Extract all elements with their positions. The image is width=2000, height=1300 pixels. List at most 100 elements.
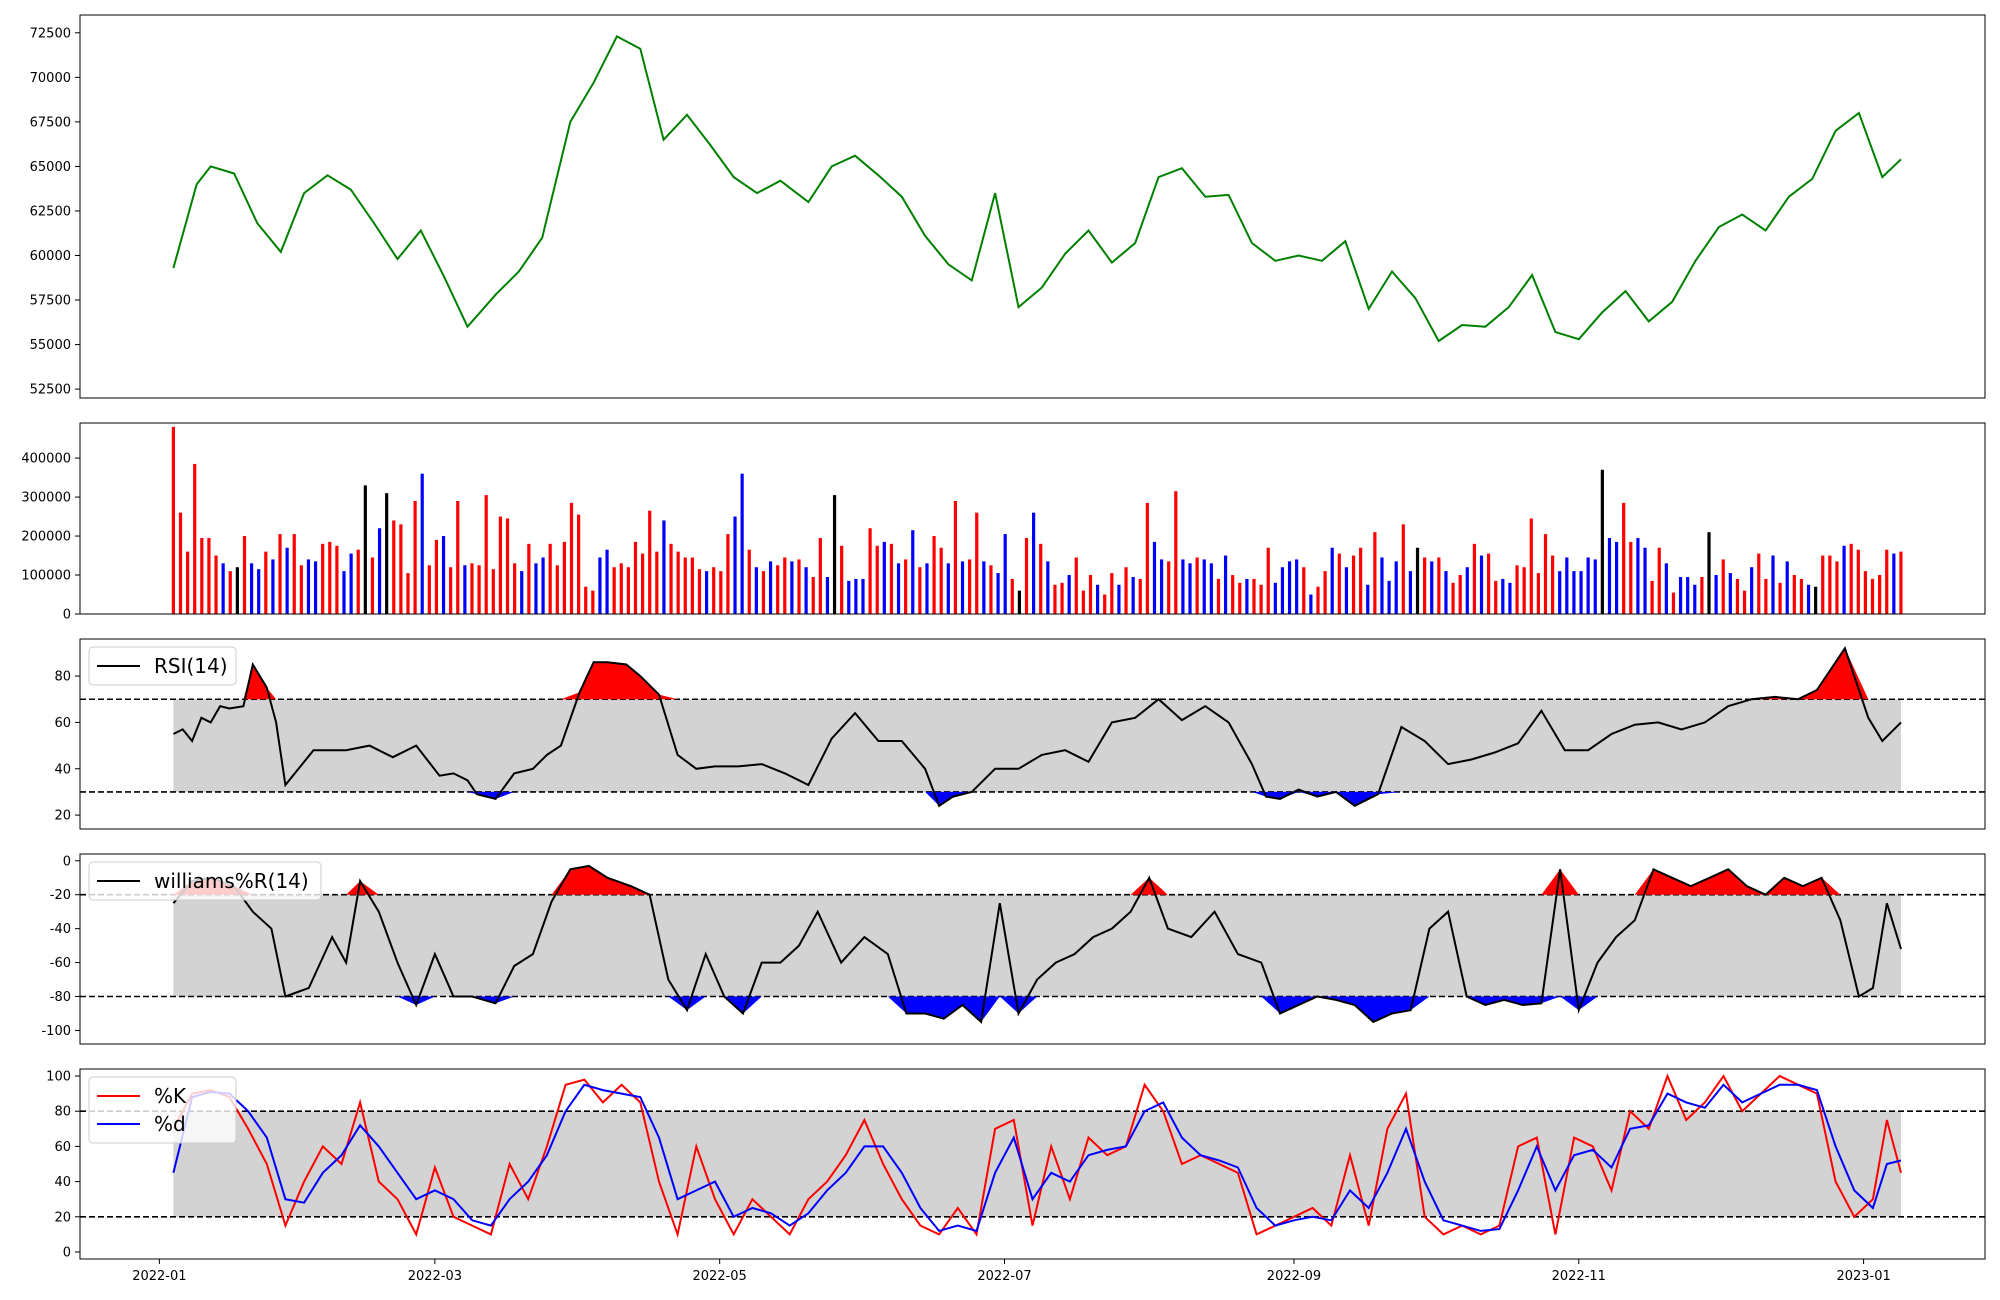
volume-bar [1806,584,1811,614]
volume-bar [1110,573,1114,614]
volume-bar [178,512,183,614]
volume-bar [1245,578,1249,614]
volume-bars [171,426,1903,614]
volume-bar [818,537,822,614]
y-tick-label: 57500 [30,294,71,309]
x-tick-label: 2022-01 [132,1269,186,1284]
volume-bar [1017,590,1021,614]
volume-bar [712,567,716,614]
volume-bar [413,500,417,614]
legend-label: %K [154,1084,187,1108]
volume-bar [747,549,751,614]
volume-bar [470,563,474,614]
volume-bar [562,541,566,614]
volume-bar [776,565,780,614]
volume-bar [1152,541,1157,614]
volume-bar [200,537,204,614]
volume-bar [584,586,588,614]
volume-bar [832,495,837,614]
volume-bar [726,534,730,614]
volume-bar [1174,491,1178,614]
volume-bar [996,573,1000,614]
volume-bar [1501,578,1505,614]
stochastic-legend: %K %d [88,1076,237,1144]
volume-bar [669,543,673,614]
volume-bar [1600,469,1604,614]
volume-bar [1828,555,1832,614]
volume-bar [1046,561,1050,614]
y-tick-label: 0 [63,608,71,623]
volume-bar [1785,561,1789,614]
volume-bar [1515,565,1519,614]
volume-bar [1188,563,1192,614]
y-tick-label: 0 [63,1245,71,1260]
y-tick-label: 0 [63,854,71,869]
volume-bar [648,510,652,614]
volume-bar [1878,575,1882,614]
y-tick-label: -40 [50,922,71,937]
volume-bar [1138,578,1142,614]
volume-bar [1437,557,1441,614]
price-line [172,35,1902,343]
volume-bar [1103,594,1107,614]
price-panel-frame [79,14,1986,399]
volume-bar [1067,575,1071,614]
volume-bar [1351,555,1356,614]
y-tick-label: 60000 [30,249,71,264]
volume-bar [1849,543,1853,614]
volume-bar [911,530,915,614]
x-tick-label: 2022-05 [693,1269,747,1284]
williams-line [172,864,1902,1024]
y-tick-label: 20 [54,809,71,824]
volume-bar [1088,575,1093,614]
volume-bar [854,578,858,614]
volume-bar [1095,584,1100,614]
volume-bar [790,561,794,614]
williams-panel-frame [79,853,1986,1045]
volume-bar [1643,547,1647,614]
volume-bar [1728,573,1732,614]
volume-bar [214,555,218,614]
volume-bar [612,567,616,614]
y-tick-label: 40 [54,762,71,777]
volume-bar [1145,502,1149,614]
volume-bar [1287,561,1292,614]
volume-bar [1238,582,1242,614]
volume-bar [598,557,602,614]
volume-bar [1885,549,1889,614]
y-axis-rsi: 20 40 60 80 [54,670,80,824]
volume-bar [1359,547,1363,614]
volume-bar [434,539,439,614]
x-tick-label: 2022-11 [1552,1269,1606,1284]
volume-bar [1273,582,1277,614]
volume-bar [1465,567,1469,614]
volume-bar [1764,578,1768,614]
volume-bar [520,571,524,614]
volume-bar [1010,578,1014,614]
volume-bar [697,569,702,614]
volume-bar [193,463,197,614]
volume-bar [491,569,495,614]
volume-bar [385,493,389,614]
volume-bar [811,576,815,614]
volume-bar [1856,549,1860,614]
y-tick-label: -100 [41,1024,71,1039]
volume-bar [1771,555,1775,614]
volume-bar [292,534,296,614]
volume-bar [1792,575,1796,614]
volume-bar [1536,573,1540,614]
volume-bar [1209,563,1213,614]
volume-bar [1181,559,1185,614]
y-tick-label: 72500 [30,26,71,41]
volume-bar [925,563,929,614]
williams-oversold-fill [173,996,1901,1022]
volume-bar [1742,590,1747,614]
volume-bar [377,528,382,614]
volume-bar [719,571,723,614]
volume-bar [655,551,659,614]
volume-bar [249,563,254,614]
williams-legend: williams%R(14) [88,861,322,901]
y-tick-label: 200000 [21,530,71,545]
rsi-overbought-fill [173,648,1901,700]
y-tick-label: 80 [54,1105,71,1120]
